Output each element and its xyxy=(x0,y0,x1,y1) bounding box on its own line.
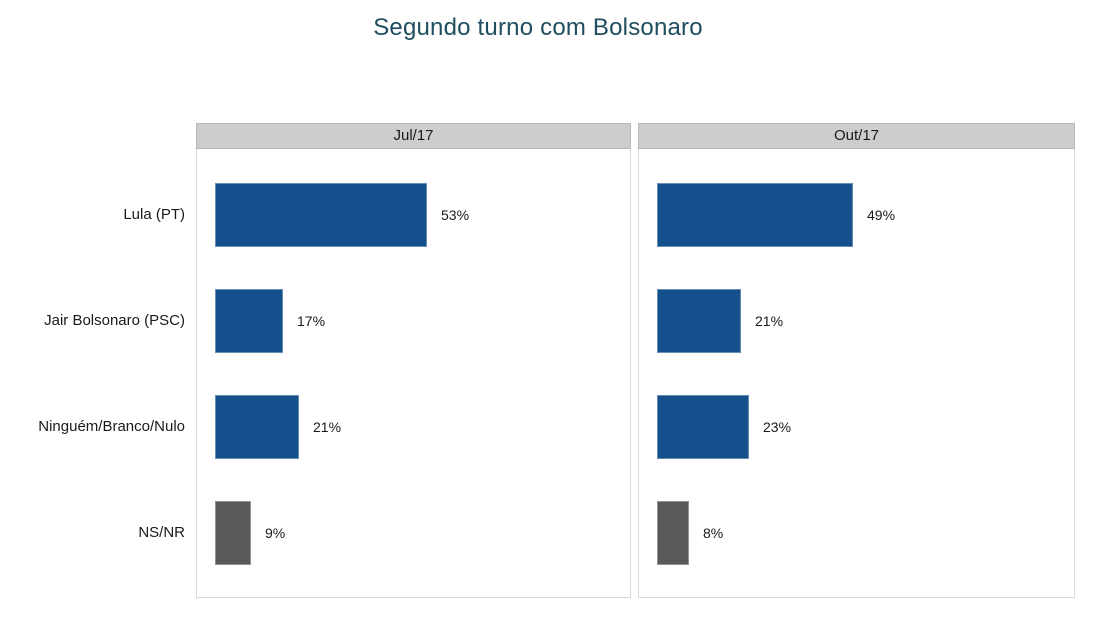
bar xyxy=(657,183,853,247)
value-label: 17% xyxy=(297,313,326,329)
bar xyxy=(215,183,427,247)
facet-panel-jul-17: 53% 17% 21% 9% xyxy=(196,149,631,598)
value-label: 49% xyxy=(867,207,896,223)
bar xyxy=(657,289,741,353)
value-label: 8% xyxy=(703,525,724,541)
facet-header-jul-17: Jul/17 xyxy=(196,123,631,149)
category-label: NS/NR xyxy=(138,524,185,541)
category-label: Ninguém/Branco/Nulo xyxy=(38,418,185,435)
bar xyxy=(215,395,299,459)
category-label: Jair Bolsonaro (PSC) xyxy=(44,312,185,329)
chart-title: Segundo turno com Bolsonaro xyxy=(373,14,703,41)
bar xyxy=(657,501,689,565)
value-label: 23% xyxy=(763,419,792,435)
value-label: 9% xyxy=(265,525,286,541)
value-label: 21% xyxy=(755,313,784,329)
facet-panel-out-17: 49% 21% 23% 8% xyxy=(638,149,1075,598)
bar xyxy=(215,289,283,353)
bar xyxy=(657,395,749,459)
value-label: 21% xyxy=(313,419,342,435)
category-label: Lula (PT) xyxy=(123,206,185,223)
facet-header-out-17: Out/17 xyxy=(638,123,1075,149)
bar xyxy=(215,501,251,565)
value-label: 53% xyxy=(441,207,470,223)
